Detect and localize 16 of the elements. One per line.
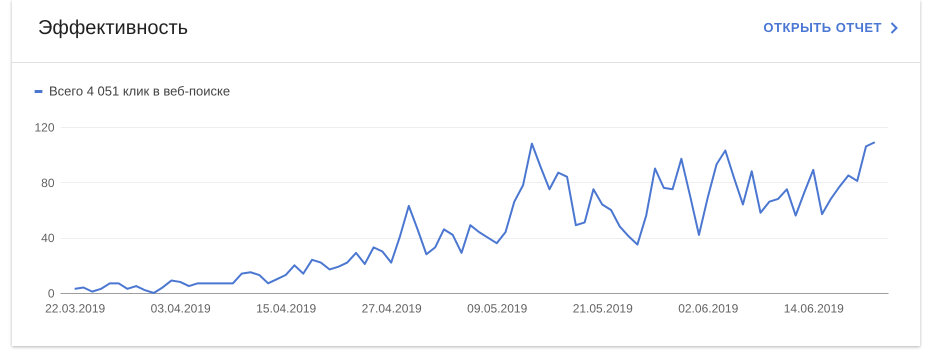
- x-tick-label: 22.03.2019: [45, 302, 106, 316]
- chart-title: Эффективность: [38, 17, 188, 40]
- x-tick-label: 09.05.2019: [467, 302, 528, 316]
- text: ОТКРЫТЬ ОТЧЕТ: [763, 20, 882, 35]
- x-tick-label: 03.04.2019: [150, 302, 212, 316]
- x-tick-label: 02.06.2019: [678, 302, 739, 316]
- y-tick-label: 40: [41, 231, 55, 246]
- y-tick-label: 80: [41, 176, 55, 190]
- x-tick-label: 27.04.2019: [362, 302, 422, 316]
- x-tick-label: 21.05.2019: [572, 302, 634, 316]
- y-tick-label: 120: [34, 120, 55, 134]
- line-series: [74, 141, 876, 294]
- y-tick-label: 0: [48, 286, 55, 300]
- x-tick-label: 14.06.2019: [784, 302, 844, 316]
- legend-label: Всего 4 051 клик в веб-поиске: [49, 84, 230, 98]
- x-tick-label: 15.04.2019: [256, 302, 317, 316]
